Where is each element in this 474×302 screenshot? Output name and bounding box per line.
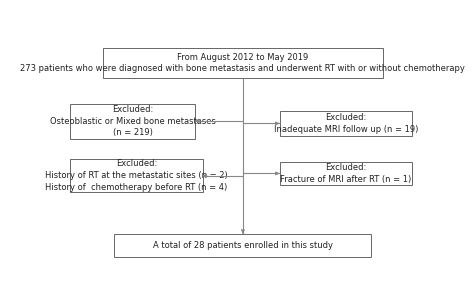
FancyBboxPatch shape — [280, 111, 412, 136]
Text: Excluded:
Osteoblastic or Mixed bone metastases
(n = 219): Excluded: Osteoblastic or Mixed bone met… — [50, 105, 216, 137]
Text: From August 2012 to May 2019
273 patients who were diagnosed with bone metastasi: From August 2012 to May 2019 273 patient… — [20, 53, 465, 73]
FancyBboxPatch shape — [103, 48, 383, 78]
Text: A total of 28 patients enrolled in this study: A total of 28 patients enrolled in this … — [153, 241, 333, 250]
Text: Excluded:
History of RT at the metastatic sites (n = 2)
History of  chemotherapy: Excluded: History of RT at the metastati… — [45, 159, 228, 192]
FancyBboxPatch shape — [280, 162, 412, 185]
Text: Excluded:
Inadequate MRI follow up (n = 19): Excluded: Inadequate MRI follow up (n = … — [273, 113, 418, 134]
Text: Excluded:
Fracture of MRI after RT (n = 1): Excluded: Fracture of MRI after RT (n = … — [280, 163, 411, 184]
FancyBboxPatch shape — [70, 159, 202, 192]
FancyBboxPatch shape — [114, 234, 372, 257]
FancyBboxPatch shape — [70, 104, 195, 139]
